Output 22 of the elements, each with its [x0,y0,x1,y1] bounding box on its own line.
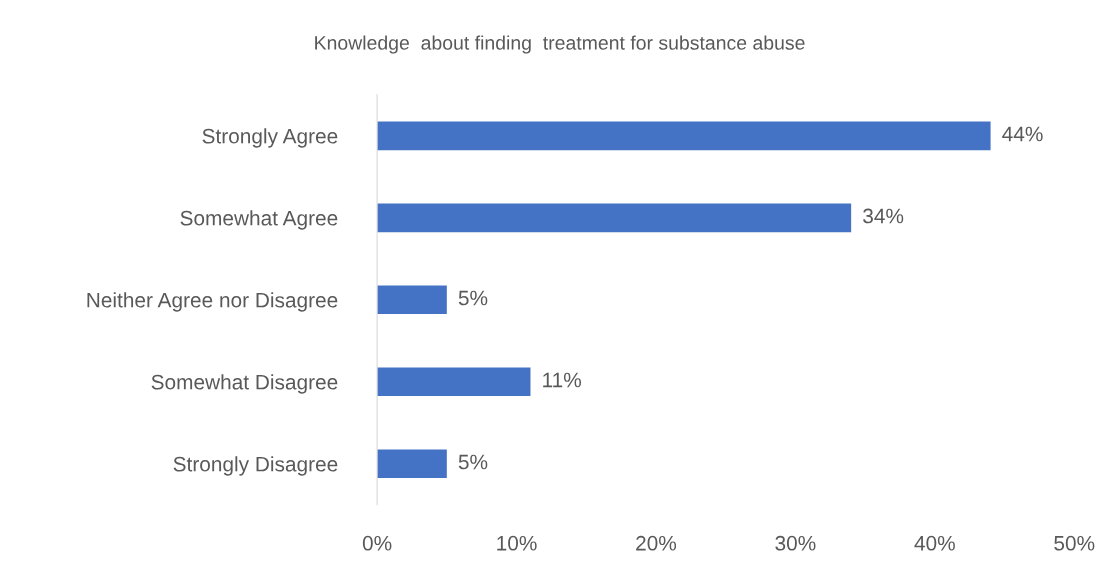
x-tick-label: 50% [1054,535,1095,551]
y-tick-label: Strongly Disagree [173,456,338,476]
y-tick-label: Neither Agree nor Disagree [87,292,338,312]
y-tick-label: Somewhat Disagree [151,374,338,394]
bar [377,121,991,151]
data-label: 34% [863,208,904,224]
x-tick-label: 40% [914,535,955,551]
bar [377,449,447,479]
bar [377,367,531,397]
x-tick-label: 0% [362,535,392,551]
data-label: 11% [543,372,581,388]
y-tick-label: Somewhat Agree [180,210,338,230]
bar [377,203,852,233]
x-tick-label: 10% [497,535,537,551]
y-tick-label: Strongly Agree [202,128,338,148]
chart-title: Knowledge about finding treatment for substance abuse [315,35,805,54]
data-label: 44% [1002,126,1043,142]
x-tick-label: 20% [636,535,677,551]
bar [377,285,447,315]
data-label: 5% [458,290,488,306]
x-tick-label: 30% [775,535,816,551]
data-label: 5% [458,454,488,470]
